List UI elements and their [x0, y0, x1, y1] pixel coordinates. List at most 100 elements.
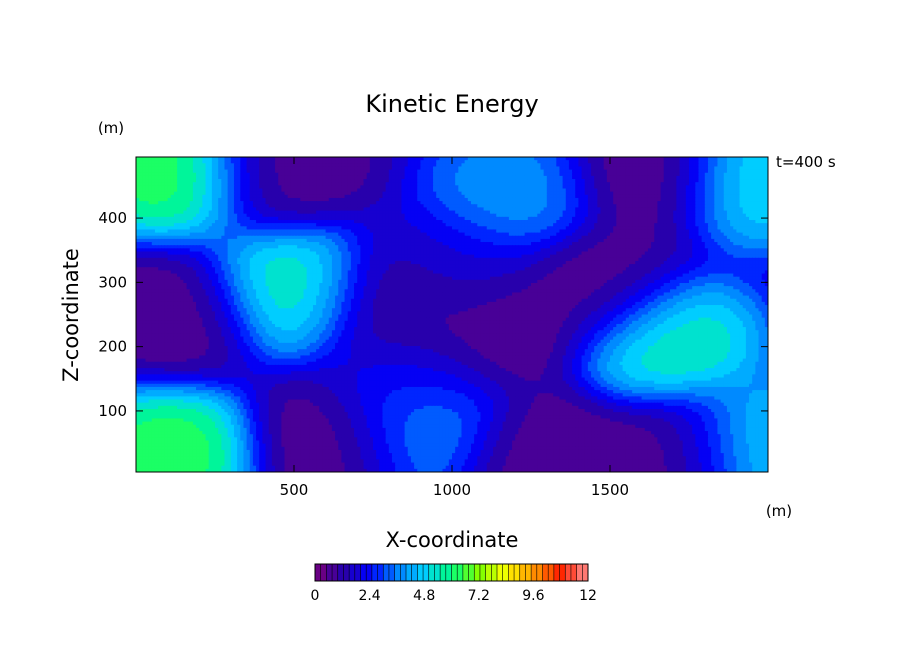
heatmap-cell	[695, 172, 700, 177]
heatmap-cell	[508, 160, 513, 164]
heatmap-cell	[638, 182, 643, 186]
heatmap-cell	[417, 194, 421, 199]
heatmap-cell	[587, 169, 592, 174]
heatmap-cell	[186, 201, 191, 205]
heatmap-cell	[338, 169, 342, 174]
heatmap-cell	[689, 175, 693, 180]
heatmap-cell	[249, 163, 254, 168]
heatmap-cell	[752, 182, 756, 186]
heatmap-cell	[647, 197, 652, 202]
heatmap-cell	[480, 157, 485, 161]
heatmap-cell	[644, 179, 649, 183]
heatmap-cell	[597, 175, 602, 180]
heatmap-cell	[717, 172, 722, 177]
heatmap-cell	[227, 166, 232, 171]
heatmap-cell	[183, 182, 188, 186]
heatmap-cell	[606, 182, 611, 186]
heatmap-cell	[312, 157, 317, 161]
heatmap-cell	[249, 166, 254, 171]
heatmap-cell	[531, 157, 535, 161]
heatmap-cell	[382, 169, 387, 174]
heatmap-cell	[426, 185, 431, 190]
heatmap-cell	[752, 197, 756, 202]
heatmap-cell	[275, 169, 279, 174]
heatmap-cell	[316, 166, 320, 171]
heatmap-cell	[474, 175, 478, 180]
heatmap-cell	[515, 182, 519, 186]
heatmap-cell	[764, 169, 768, 174]
heatmap-cell	[426, 182, 431, 186]
heatmap-cell	[357, 179, 361, 183]
heatmap-cell	[139, 179, 143, 183]
heatmap-cell	[395, 188, 399, 193]
heatmap-cell	[657, 175, 662, 180]
heatmap-cell	[524, 194, 529, 199]
heatmap-cell	[325, 166, 330, 171]
heatmap-cell	[559, 166, 564, 171]
heatmap-cell	[167, 169, 172, 174]
heatmap-cell	[237, 160, 241, 164]
heatmap-cell	[477, 194, 482, 199]
heatmap-cell	[464, 197, 469, 202]
heatmap-cell	[158, 163, 162, 168]
heatmap-cell	[632, 194, 636, 199]
heatmap-cell	[177, 194, 181, 199]
heatmap-cell	[167, 166, 172, 171]
heatmap-cell	[496, 179, 500, 183]
heatmap-cell	[423, 182, 428, 186]
heatmap-cell	[363, 163, 368, 168]
heatmap-cell	[651, 185, 655, 190]
heatmap-cell	[161, 166, 166, 171]
heatmap-cell	[309, 185, 314, 190]
heatmap-cell	[603, 201, 608, 205]
heatmap-cell	[515, 169, 519, 174]
heatmap-cell	[183, 172, 188, 177]
heatmap-cell	[369, 197, 374, 202]
heatmap-cell	[739, 179, 744, 183]
heatmap-cell	[512, 175, 516, 180]
heatmap-cell	[347, 157, 352, 161]
heatmap-cell	[401, 197, 406, 202]
heatmap-cell	[410, 166, 415, 171]
heatmap-cell	[682, 157, 687, 161]
heatmap-cell	[373, 157, 377, 161]
heatmap-cell	[489, 157, 494, 161]
heatmap-cell	[158, 169, 162, 174]
heatmap-cell	[414, 163, 418, 168]
heatmap-cell	[742, 160, 747, 164]
heatmap-cell	[654, 172, 658, 177]
heatmap-cell	[707, 188, 712, 193]
heatmap-cell	[341, 160, 346, 164]
heatmap-cell	[139, 182, 143, 186]
heatmap-cell	[477, 191, 482, 196]
heatmap-cell	[199, 185, 203, 190]
heatmap-cell	[572, 179, 576, 183]
heatmap-cell	[679, 157, 684, 161]
heatmap-cell	[233, 191, 238, 196]
heatmap-cell	[717, 191, 722, 196]
heatmap-cell	[635, 194, 640, 199]
heatmap-cell	[385, 166, 390, 171]
heatmap-cell	[572, 188, 576, 193]
heatmap-cell	[366, 169, 371, 174]
heatmap-cell	[360, 197, 365, 202]
heatmap-cell	[591, 175, 595, 180]
heatmap-cell	[338, 157, 342, 161]
heatmap-cell	[208, 185, 213, 190]
heatmap-cell	[177, 172, 181, 177]
heatmap-cell	[139, 172, 143, 177]
heatmap-cell	[268, 172, 273, 177]
heatmap-cell	[717, 175, 722, 180]
heatmap-cell	[170, 194, 175, 199]
heatmap-cell	[521, 188, 526, 193]
heatmap-cell	[540, 194, 545, 199]
heatmap-cell	[341, 166, 346, 171]
heatmap-cell	[489, 172, 494, 177]
heatmap-cell	[673, 179, 677, 183]
heatmap-cell	[559, 185, 564, 190]
heatmap-cell	[610, 201, 614, 205]
heatmap-cell	[726, 166, 731, 171]
heatmap-cell	[556, 182, 561, 186]
heatmap-cell	[158, 172, 162, 177]
heatmap-cell	[597, 163, 602, 168]
